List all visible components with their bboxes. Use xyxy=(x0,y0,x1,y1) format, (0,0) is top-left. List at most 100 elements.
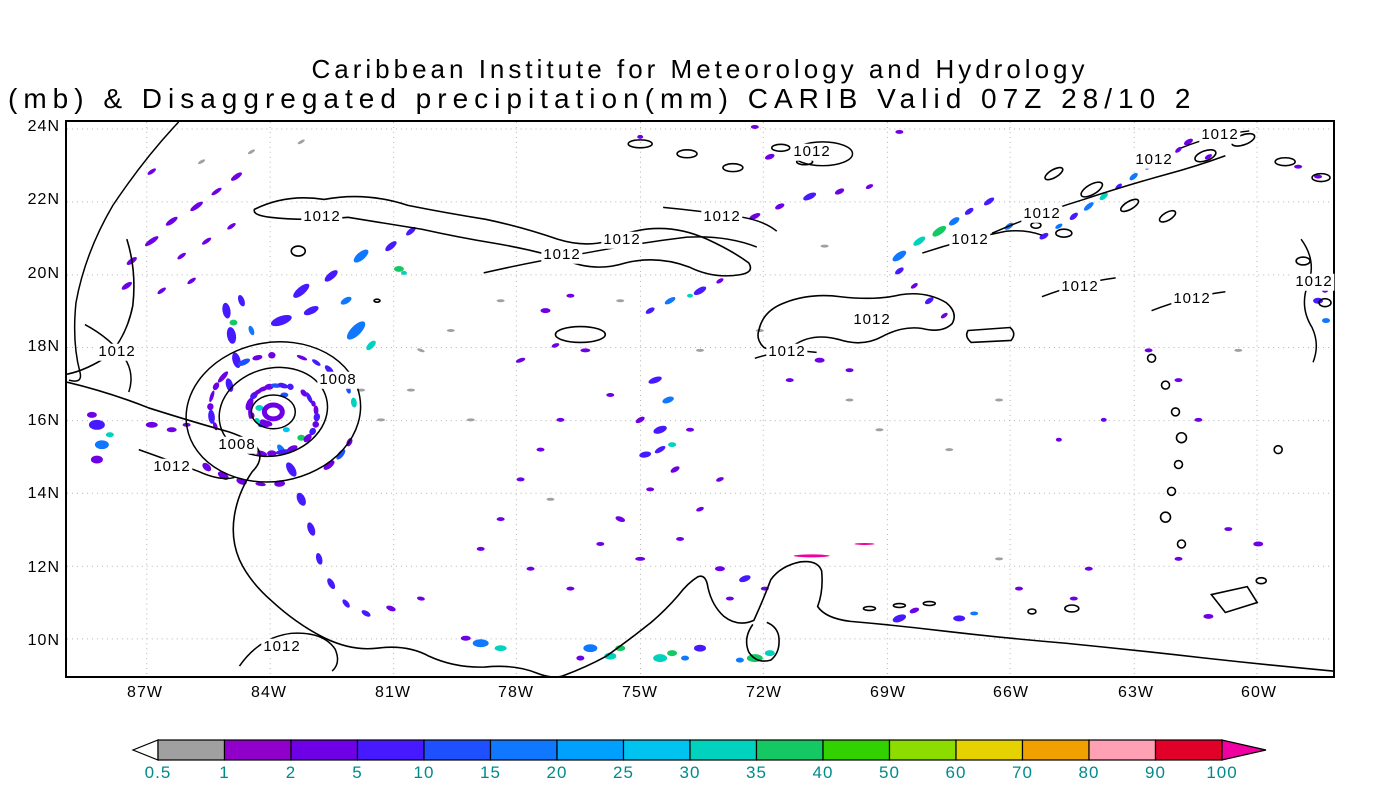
precip-cell xyxy=(323,460,335,470)
precip-cell xyxy=(793,554,830,558)
pressure-contour-label: 1012 xyxy=(261,637,303,656)
precip-cell xyxy=(616,299,625,303)
precip-cell xyxy=(551,343,560,348)
precip-cell xyxy=(765,153,775,160)
lon-tick-label: 75W xyxy=(622,684,658,701)
colorbar-tick-label: 25 xyxy=(613,763,634,782)
precip-cell xyxy=(814,357,825,363)
colorbar-segment xyxy=(290,739,359,761)
precip-cell xyxy=(670,466,680,473)
bahamas-islet xyxy=(676,149,698,159)
isobar-1008-inner xyxy=(250,394,297,430)
precip-cell xyxy=(297,434,306,441)
precip-cell xyxy=(1314,174,1323,179)
precip-cell xyxy=(222,302,231,319)
colorbar-tick-label: 50 xyxy=(879,763,900,782)
precip-cell xyxy=(472,639,489,648)
precip-cell xyxy=(662,396,674,404)
precip-cell xyxy=(645,307,655,314)
colorbar-segment xyxy=(356,739,425,761)
bahamas-islet xyxy=(1231,132,1256,147)
precip-cell xyxy=(1253,541,1264,547)
precip-cell xyxy=(324,270,338,282)
precip-cell xyxy=(201,237,212,245)
cyclone-eye xyxy=(261,402,285,422)
colorbar-segment xyxy=(1088,739,1157,761)
precip-cell xyxy=(230,172,242,181)
precip-cell xyxy=(305,392,313,404)
precip-cell xyxy=(282,427,290,433)
precip-cell xyxy=(764,650,775,657)
precip-cell xyxy=(653,654,668,663)
precip-cell xyxy=(696,506,704,512)
precip-cell xyxy=(211,187,222,196)
precip-cell xyxy=(540,308,551,314)
colorbar-tick-label: 35 xyxy=(746,763,767,782)
precip-cell xyxy=(536,447,545,452)
precip-cell xyxy=(460,635,471,641)
lat-tick-label: 20N xyxy=(27,265,60,282)
precip-cell xyxy=(303,433,312,443)
precip-cell xyxy=(1099,192,1108,201)
precip-cell xyxy=(340,296,352,305)
precip-cell xyxy=(566,293,575,298)
colorbar-segment xyxy=(157,739,226,761)
colorbar-segment xyxy=(489,739,558,761)
precip-cell xyxy=(94,440,109,450)
precip-cell xyxy=(693,286,707,296)
antilles-island xyxy=(1166,486,1177,497)
precip-cell xyxy=(1174,378,1183,383)
precip-cell xyxy=(596,541,605,546)
precip-cell xyxy=(654,445,666,454)
trinidad xyxy=(1209,585,1259,614)
colorbar-tick-label: 30 xyxy=(680,763,701,782)
precip-cell xyxy=(995,398,1004,402)
precip-cell xyxy=(1083,202,1094,211)
precip-cell xyxy=(88,419,105,430)
precip-cell xyxy=(312,421,320,428)
island xyxy=(1295,256,1311,266)
precip-cell xyxy=(909,607,920,614)
precip-cell xyxy=(313,412,321,422)
precip-cell xyxy=(606,393,615,398)
precip-cell xyxy=(646,487,655,492)
precip-cell xyxy=(248,325,255,336)
precip-cell xyxy=(1100,417,1107,422)
precip-cell xyxy=(1194,417,1203,422)
precip-cell xyxy=(1015,586,1023,591)
precip-cell xyxy=(416,596,425,601)
precip-cell xyxy=(970,611,979,616)
precip-cell xyxy=(207,403,214,411)
gridlines xyxy=(67,122,1333,676)
colorbar-segment xyxy=(622,739,691,761)
colorbar-tick-label: 40 xyxy=(813,763,834,782)
precip-cell xyxy=(635,416,645,424)
colorbar-tick-label: 15 xyxy=(480,763,501,782)
isobar-1012 xyxy=(138,448,235,480)
tobago xyxy=(1255,576,1268,585)
precip-cell xyxy=(406,388,415,392)
precip-cell xyxy=(932,225,947,237)
precip-cell xyxy=(406,226,416,236)
pressure-contour-label: 1012 xyxy=(1199,125,1241,144)
precip-cell xyxy=(217,371,229,383)
precip-cell xyxy=(1175,146,1182,153)
precip-cell xyxy=(296,355,308,361)
precipitation-shading xyxy=(86,124,1331,663)
precip-cell xyxy=(385,241,397,252)
precip-cell xyxy=(749,212,761,220)
precip-cell xyxy=(664,297,676,305)
map-panel: 1012 1012 1012 1012 1012 1012 1012 1012 1012 1012… xyxy=(65,120,1335,678)
precip-cell xyxy=(1174,556,1183,561)
precip-cell xyxy=(668,442,677,448)
precip-cell xyxy=(583,644,598,653)
precip-cell xyxy=(995,557,1004,561)
precip-cell xyxy=(775,203,785,210)
precip-cell xyxy=(277,382,289,389)
precip-cell xyxy=(255,404,264,411)
precip-cell xyxy=(803,192,817,201)
precip-cell xyxy=(546,497,555,501)
colorbar-tick-label: 20 xyxy=(547,763,568,782)
precip-cell xyxy=(1069,212,1078,221)
precip-cell xyxy=(417,348,425,353)
